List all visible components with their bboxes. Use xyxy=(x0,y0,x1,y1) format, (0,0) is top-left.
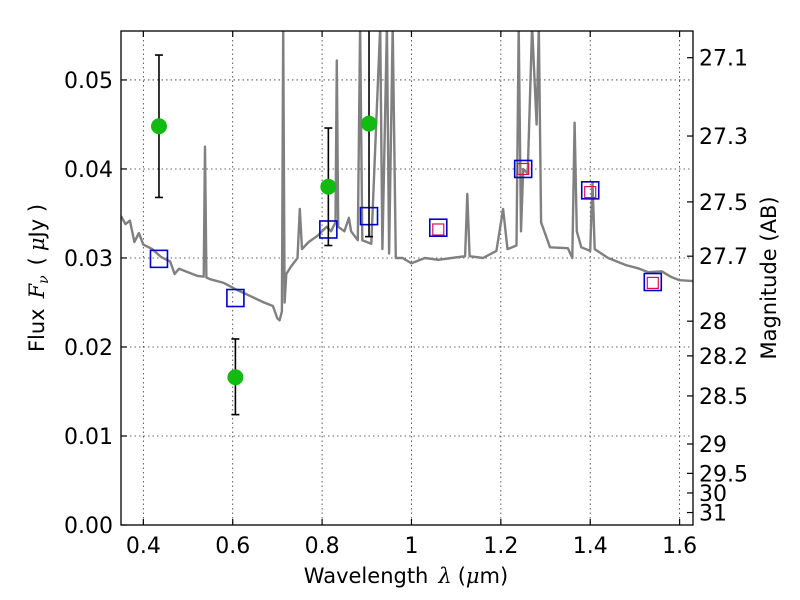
y2-tick-label: 27.1 xyxy=(699,47,748,72)
y2-tick-label: 28.2 xyxy=(699,345,748,370)
y2-tick-label: 29 xyxy=(699,433,727,458)
model-photometry-square xyxy=(226,288,245,308)
x-tick-label: 1.6 xyxy=(662,534,697,559)
y-tick-label: 0.05 xyxy=(64,69,113,94)
inner-photometry-square xyxy=(584,186,597,199)
inner-photometry-square xyxy=(517,162,530,176)
y2-tick-label: 27.7 xyxy=(699,245,748,270)
gridlines xyxy=(121,31,693,525)
plot-area xyxy=(121,31,693,416)
inner-photometry-square xyxy=(646,276,659,289)
y2-tick-label: 28.5 xyxy=(699,385,748,410)
model-photometry-square xyxy=(643,272,663,292)
x-tick-label: 1.4 xyxy=(573,534,608,559)
y2-tick-label: 29.5 xyxy=(699,462,748,487)
y-tick-label: 0.00 xyxy=(64,514,113,539)
ticks: 0.4 0.6 0.8 1 1.2 1.4 1.6 0.00 0.01 0.02 0.03 0.04 0… xyxy=(64,31,748,559)
x-tick-label: 0.8 xyxy=(305,534,340,559)
y-tick-label: 0.04 xyxy=(64,158,113,183)
y2-tick-label: 30 xyxy=(699,482,727,507)
y2-tick-label: 27.5 xyxy=(699,191,748,216)
observed-point xyxy=(361,115,378,132)
y-tick-label: 0.02 xyxy=(64,336,113,361)
spectrum-line xyxy=(121,31,693,322)
y-tick-label: 0.01 xyxy=(64,425,113,450)
x-axis-label: Wavelength λ (μm) xyxy=(304,564,508,588)
y2-axis-label: Magnitude (AB) xyxy=(757,196,781,359)
x-tick-label: 1 xyxy=(404,534,418,559)
model-photometry-square xyxy=(513,159,533,179)
model-photometry-square xyxy=(580,181,600,200)
x-tick-label: 0.6 xyxy=(215,534,250,559)
y2-tick-label: 28 xyxy=(699,310,727,335)
y2-tick-label: 27.3 xyxy=(699,125,748,150)
x-tick-label: 1.2 xyxy=(483,534,518,559)
observed-point xyxy=(320,178,337,195)
y-axis-label: FluxFν(μJy ) xyxy=(25,204,52,352)
x-tick-label: 0.4 xyxy=(126,534,161,559)
observed-point xyxy=(227,369,244,386)
inner-photometry-square xyxy=(432,223,445,236)
y2-tick-label: 31 xyxy=(699,502,727,527)
plot-frame xyxy=(120,30,694,526)
model-photometry-square xyxy=(149,249,169,269)
observed-point xyxy=(150,118,167,135)
model-photometry-square xyxy=(428,218,448,238)
y-tick-label: 0.03 xyxy=(64,247,113,272)
